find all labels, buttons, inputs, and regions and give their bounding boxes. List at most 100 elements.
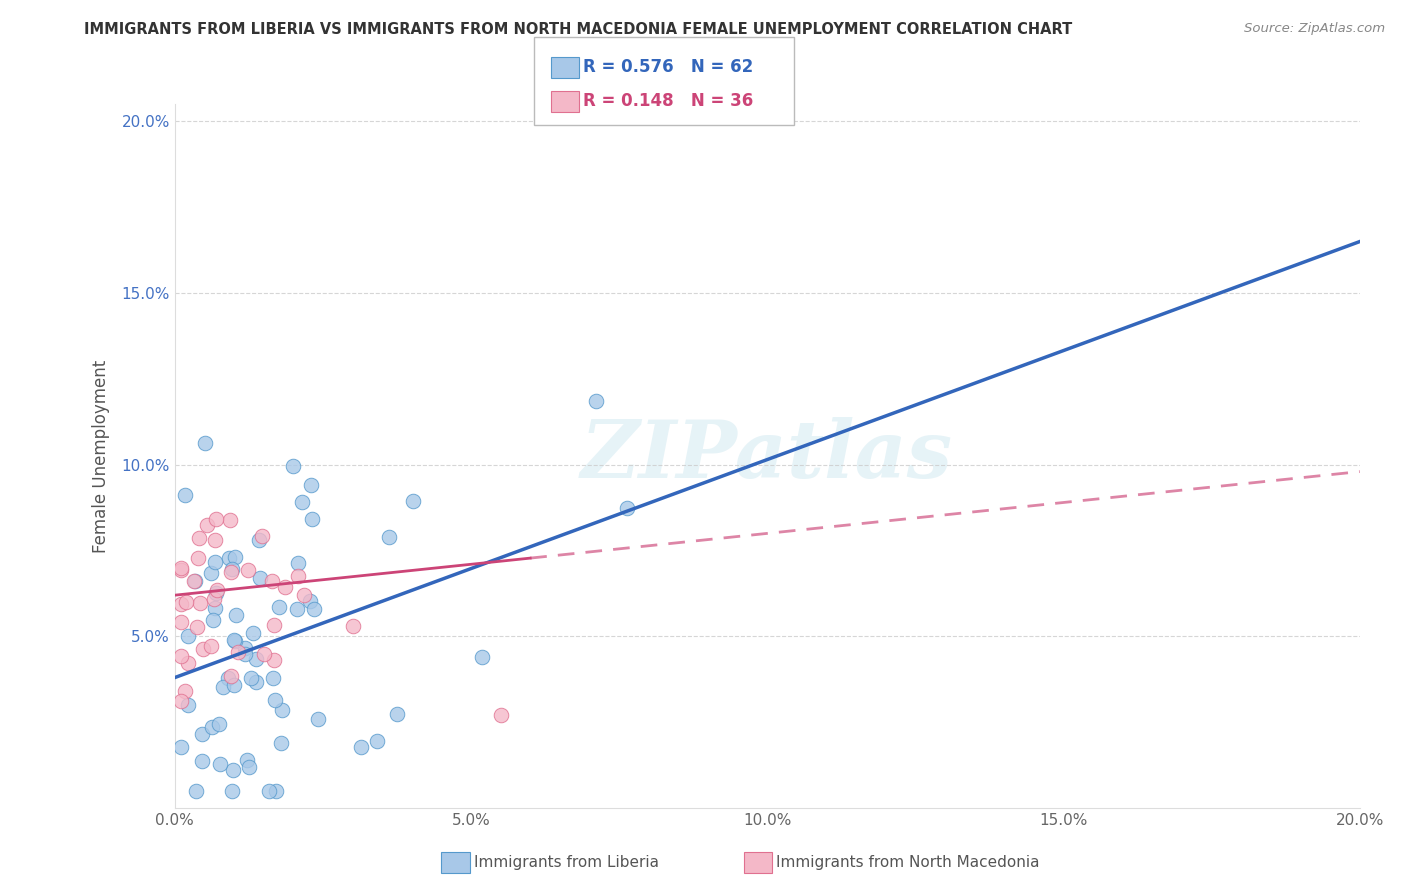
Point: [224, 549, 246, 564]
Point: [262, 574, 284, 588]
Point: [342, 618, 364, 632]
Point: [176, 595, 198, 609]
Point: [274, 580, 297, 594]
Point: [236, 753, 259, 767]
Point: [217, 671, 239, 685]
Point: [222, 677, 245, 691]
Point: [264, 692, 287, 706]
Point: [177, 629, 200, 643]
Point: [219, 566, 242, 580]
Point: [170, 563, 193, 577]
Point: [263, 653, 285, 667]
Point: [222, 763, 245, 777]
Text: R = 0.148   N = 36: R = 0.148 N = 36: [583, 92, 754, 110]
Point: [191, 754, 214, 768]
Point: [183, 574, 205, 588]
Point: [287, 568, 309, 582]
Point: [247, 533, 270, 547]
Point: [270, 735, 292, 749]
Point: [281, 458, 304, 473]
Point: [188, 596, 211, 610]
Point: [169, 561, 191, 575]
Point: [366, 734, 388, 748]
Point: [191, 727, 214, 741]
Point: [177, 698, 200, 713]
Point: [287, 556, 309, 570]
Point: [219, 669, 242, 683]
Point: [186, 619, 208, 633]
Text: Immigrants from Liberia: Immigrants from Liberia: [474, 855, 659, 870]
Point: [218, 550, 240, 565]
Point: [222, 633, 245, 648]
Point: [239, 671, 262, 685]
Point: [257, 784, 280, 798]
Point: [205, 586, 228, 600]
Point: [263, 617, 285, 632]
Point: [211, 680, 233, 694]
Point: [245, 651, 267, 665]
Point: [200, 639, 222, 653]
Point: [233, 640, 256, 655]
Point: [221, 562, 243, 576]
Point: [174, 684, 197, 698]
Point: [174, 488, 197, 502]
Point: [219, 513, 242, 527]
Point: [262, 671, 284, 685]
Point: [224, 634, 246, 648]
Point: [299, 477, 322, 491]
Point: [253, 647, 276, 661]
Point: [204, 533, 226, 547]
Point: [191, 641, 214, 656]
Point: [186, 784, 208, 798]
Text: IMMIGRANTS FROM LIBERIA VS IMMIGRANTS FROM NORTH MACEDONIA FEMALE UNEMPLOYMENT C: IMMIGRANTS FROM LIBERIA VS IMMIGRANTS FR…: [84, 22, 1073, 37]
Point: [187, 551, 209, 566]
Point: [402, 494, 425, 508]
Point: [238, 760, 260, 774]
Point: [264, 784, 287, 798]
Point: [291, 495, 314, 509]
Point: [169, 648, 191, 663]
Point: [200, 566, 222, 580]
Point: [208, 756, 231, 771]
Point: [350, 739, 373, 754]
Point: [177, 656, 200, 670]
Point: [271, 703, 294, 717]
Point: [221, 784, 243, 798]
Point: [201, 720, 224, 734]
Point: [204, 600, 226, 615]
Point: [378, 531, 401, 545]
Point: [616, 501, 638, 516]
Text: R = 0.576   N = 62: R = 0.576 N = 62: [583, 58, 754, 76]
Point: [208, 717, 231, 731]
Point: [285, 602, 308, 616]
Point: [169, 615, 191, 629]
Point: [202, 592, 225, 607]
Point: [188, 531, 211, 545]
Point: [299, 593, 322, 607]
Text: Source: ZipAtlas.com: Source: ZipAtlas.com: [1244, 22, 1385, 36]
Point: [250, 529, 273, 543]
Point: [245, 675, 267, 690]
Point: [301, 512, 323, 526]
Point: [292, 588, 315, 602]
Point: [170, 739, 193, 754]
Point: [233, 647, 256, 661]
Point: [207, 582, 229, 597]
Point: [471, 650, 494, 665]
Point: [489, 708, 512, 723]
Point: [249, 571, 271, 585]
Point: [385, 706, 408, 721]
Text: Immigrants from North Macedonia: Immigrants from North Macedonia: [776, 855, 1039, 870]
Point: [225, 607, 247, 622]
Point: [169, 597, 191, 611]
Point: [202, 613, 225, 627]
Y-axis label: Female Unemployment: Female Unemployment: [93, 359, 110, 553]
Point: [236, 562, 259, 576]
Point: [169, 694, 191, 708]
Point: [204, 555, 226, 569]
Point: [302, 602, 325, 616]
Point: [242, 626, 264, 640]
Point: [226, 645, 249, 659]
Point: [205, 512, 228, 526]
Point: [307, 712, 329, 726]
